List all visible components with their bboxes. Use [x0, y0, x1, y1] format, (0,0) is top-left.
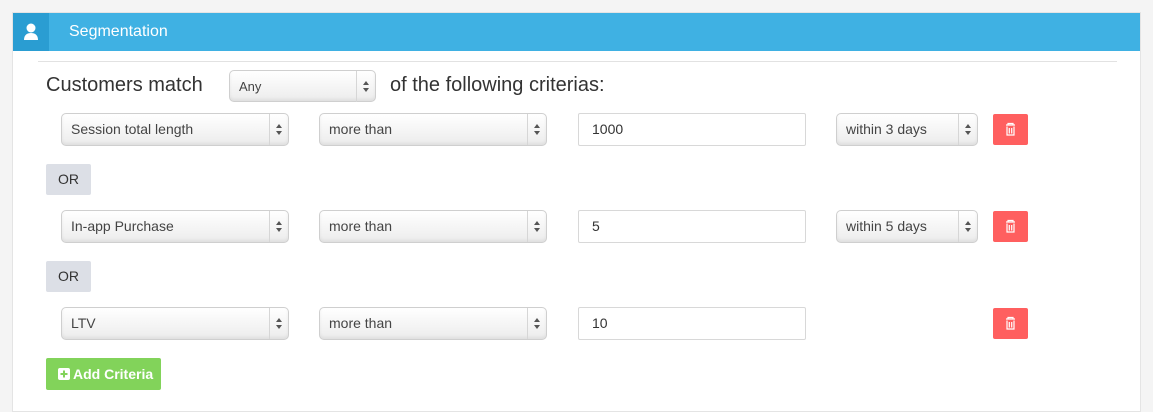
match-mode-select[interactable]: Any [229, 70, 376, 102]
criteria-value-input[interactable]: 1000 [578, 113, 806, 146]
delete-criteria-button[interactable] [993, 211, 1028, 242]
criteria-operator-select[interactable]: more than [319, 113, 547, 146]
select-arrows-icon [269, 308, 288, 339]
criteria-field-select[interactable]: LTV [61, 307, 289, 340]
divider [38, 61, 1117, 62]
match-suffix: of the following criterias: [390, 74, 605, 96]
select-arrows-icon [269, 114, 288, 145]
criteria-period-select[interactable]: within 3 days [836, 113, 978, 146]
plus-square-icon [58, 368, 70, 380]
select-arrows-icon [958, 114, 977, 145]
delete-criteria-button[interactable] [993, 114, 1028, 145]
match-mode-value: Any [239, 79, 262, 94]
add-criteria-button[interactable]: Add Criteria [46, 358, 161, 390]
criteria-operator-select[interactable]: more than [319, 210, 547, 243]
field-value: Session total length [71, 121, 194, 137]
select-arrows-icon [527, 114, 546, 145]
operator-value: more than [329, 218, 393, 234]
criteria-value-input[interactable]: 5 [578, 210, 806, 243]
select-arrows-icon [527, 308, 546, 339]
period-value: within 5 days [846, 218, 927, 234]
select-arrows-icon [958, 211, 977, 242]
criteria-field-select[interactable]: In-app Purchase [61, 210, 289, 243]
operator-value: more than [329, 121, 393, 137]
field-value: In-app Purchase [71, 218, 174, 234]
trash-icon [1006, 122, 1015, 136]
segmentation-panel: Segmentation Customers match Any of the … [12, 12, 1141, 412]
trash-icon [1006, 316, 1015, 330]
period-value: within 3 days [846, 121, 927, 137]
or-button[interactable]: OR [46, 261, 91, 292]
criteria-period-select[interactable]: within 5 days [836, 210, 978, 243]
criteria-field-select[interactable]: Session total length [61, 113, 289, 146]
add-criteria-label: Add Criteria [73, 366, 154, 382]
select-arrows-icon [356, 71, 375, 102]
select-arrows-icon [269, 211, 288, 242]
criteria-value-input[interactable]: 10 [578, 307, 806, 340]
delete-criteria-button[interactable] [993, 308, 1028, 339]
panel-header: Segmentation [13, 13, 1140, 51]
or-button[interactable]: OR [46, 164, 91, 195]
operator-value: more than [329, 315, 393, 331]
panel-title: Segmentation [69, 23, 168, 40]
field-value: LTV [71, 315, 96, 331]
match-prefix: Customers match [46, 74, 203, 96]
trash-icon [1006, 219, 1015, 233]
criteria-operator-select[interactable]: more than [319, 307, 547, 340]
select-arrows-icon [527, 211, 546, 242]
user-icon [13, 13, 49, 51]
